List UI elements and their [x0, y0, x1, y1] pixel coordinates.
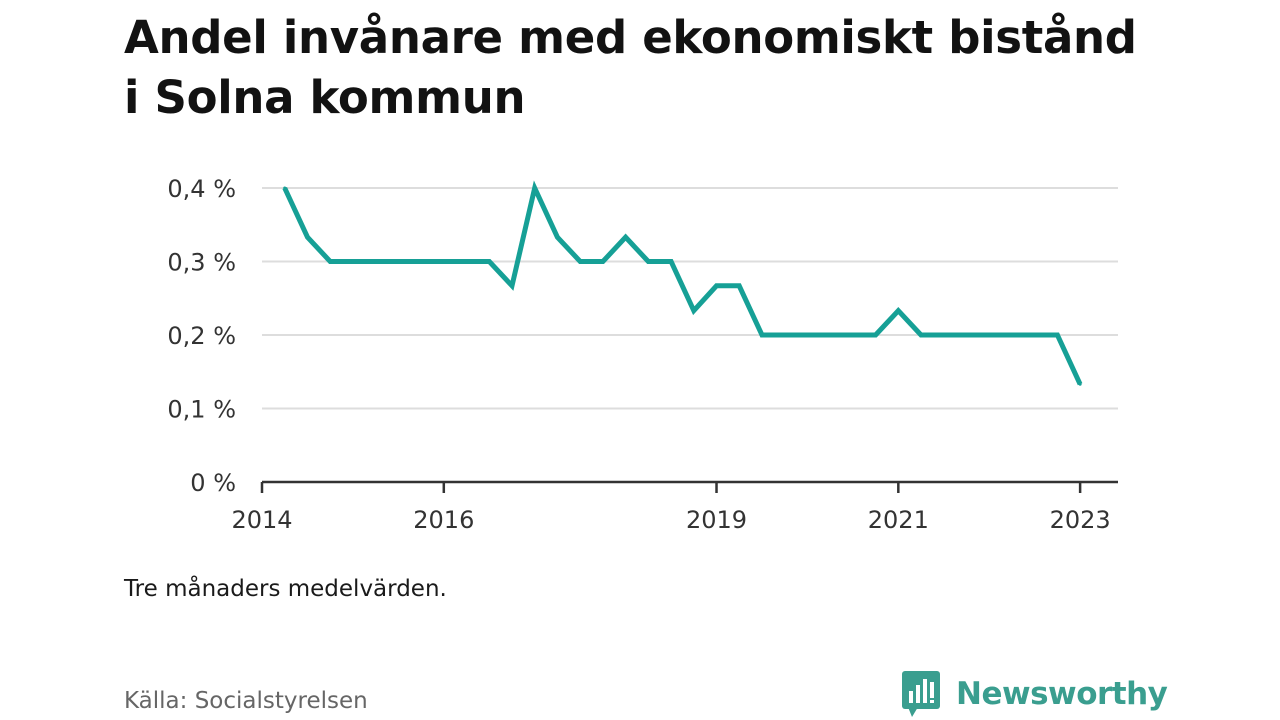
data-point	[1079, 383, 1082, 386]
x-tick-label: 2014	[231, 506, 292, 534]
data-point	[920, 334, 923, 337]
data-point	[374, 260, 377, 263]
data-point	[624, 236, 627, 239]
data-point	[306, 236, 309, 239]
data-point	[738, 284, 741, 287]
data-point	[1010, 334, 1013, 337]
newsworthy-logo-icon	[900, 669, 942, 719]
data-point	[829, 334, 832, 337]
x-tick-label: 2021	[868, 506, 929, 534]
x-tick-label: 2016	[413, 506, 474, 534]
data-point	[783, 334, 786, 337]
data-point	[533, 187, 536, 190]
data-point	[874, 334, 877, 337]
data-point	[442, 260, 445, 263]
brand-logo: Newsworthy	[900, 668, 1167, 720]
y-tick-label: 0,2 %	[167, 322, 236, 350]
data-point	[283, 187, 286, 190]
chart-note: Tre månaders medelvärden.	[124, 576, 447, 602]
data-point	[1056, 334, 1059, 337]
data-point	[897, 309, 900, 312]
data-point	[965, 334, 968, 337]
data-point	[942, 334, 945, 337]
y-tick-label: 0,4 %	[167, 175, 236, 203]
source-label: Källa: Socialstyrelsen	[124, 688, 368, 714]
data-point	[510, 284, 513, 287]
data-point	[647, 260, 650, 263]
data-point	[760, 334, 763, 337]
y-tick-label: 0 %	[190, 469, 236, 497]
data-point	[556, 236, 559, 239]
x-axis: 2014 2016 2019 2021 2023	[231, 482, 1110, 534]
data-point	[329, 260, 332, 263]
x-tick-label: 2023	[1050, 506, 1111, 534]
data-point	[1033, 334, 1036, 337]
data-point	[351, 260, 354, 263]
data-point	[851, 334, 854, 337]
data-point	[488, 260, 491, 263]
data-point	[806, 334, 809, 337]
data-point	[715, 284, 718, 287]
data-point	[988, 334, 991, 337]
x-tick-label: 2019	[686, 506, 747, 534]
data-point	[601, 260, 604, 263]
data-point	[397, 260, 400, 263]
data-point	[670, 260, 673, 263]
series-line	[285, 188, 1080, 384]
data-point	[465, 260, 468, 263]
data-point	[579, 260, 582, 263]
y-tick-label: 0,3 %	[167, 249, 236, 277]
brand-name: Newsworthy	[956, 676, 1167, 712]
line-chart: 0 % 0,1 % 0,2 % 0,3 % 0,4 % 2014 2016 2019 2021…	[0, 0, 1280, 560]
data-point	[420, 260, 423, 263]
data-point	[692, 309, 695, 312]
y-tick-label: 0,1 %	[167, 396, 236, 424]
y-axis: 0 % 0,1 % 0,2 % 0,3 % 0,4 %	[167, 175, 236, 497]
